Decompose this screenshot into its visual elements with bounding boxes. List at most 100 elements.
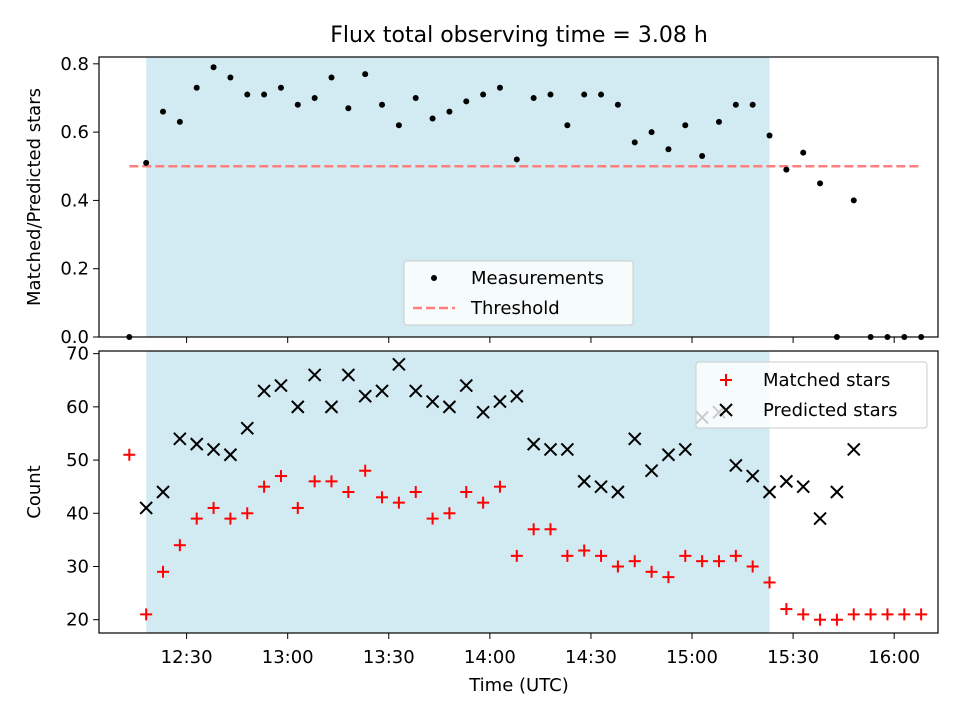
predicted-star-point: [594, 479, 608, 494]
measurement-point: [715, 118, 722, 125]
matched-star-point: [847, 608, 860, 621]
matched-star-point: [426, 512, 439, 525]
predicted-star-stroke: [409, 384, 423, 398]
predicted-star-point: [813, 511, 827, 526]
predicted-star-point: [409, 384, 423, 398]
matched-star-point: [493, 480, 506, 493]
predicted-star-stroke: [459, 378, 473, 393]
predicted-star-point: [796, 479, 810, 494]
predicted-star-stroke: [628, 432, 642, 446]
predicted-star-point: [745, 469, 760, 483]
legend-predicted-label: Predicted stars: [763, 400, 897, 421]
predicted-star-point: [661, 448, 676, 462]
predicted-star-stroke: [240, 421, 254, 435]
predicted-star-point: [257, 384, 271, 398]
matched-star-point: [173, 539, 186, 552]
matched-star-point: [123, 448, 136, 461]
bottom-legend-box: [695, 361, 928, 429]
predicted-star-point: [341, 368, 356, 382]
bottom-legend: Matched stars Predicted stars: [695, 361, 928, 429]
predicted-star-point: [644, 464, 659, 478]
measurement-point: [564, 122, 571, 129]
measurement-point: [783, 166, 790, 173]
matched-star-point: [291, 501, 304, 514]
predicted-star-stroke: [223, 448, 238, 462]
predicted-star-stroke: [762, 485, 777, 499]
legend-matched-label: Matched stars: [763, 370, 890, 391]
predicted-star-point: [206, 442, 221, 457]
predicted-star-stroke: [779, 474, 794, 489]
predicted-star-stroke: [796, 479, 810, 494]
matched-star-point: [409, 486, 422, 498]
predicted-star-stroke: [745, 469, 760, 483]
top-legend-box: [403, 260, 634, 326]
xtick-label: 14:30: [565, 647, 617, 668]
measurement-point: [766, 132, 773, 139]
xtick-label: 14:00: [464, 647, 516, 668]
predicted-star-point: [678, 442, 692, 457]
predicted-star-point: [847, 442, 861, 457]
top-ylabel: Matched/Predicted stars: [24, 88, 45, 306]
matched-star-point: [797, 608, 810, 621]
predicted-star-stroke: [341, 368, 356, 382]
measurement-point: [614, 101, 621, 108]
predicted-star-stroke: [813, 511, 827, 526]
matched-star-point: [140, 608, 153, 621]
matched-star-point: [443, 507, 456, 520]
matched-star-point: [258, 480, 271, 493]
measurement-point: [294, 101, 301, 108]
predicted-star-stroke: [729, 458, 743, 473]
predicted-star-stroke: [510, 389, 524, 403]
measurement-point: [581, 91, 588, 98]
measurement-point: [749, 101, 756, 108]
measurement-point: [244, 91, 251, 98]
measurement-point: [665, 146, 672, 153]
matched-star-point: [308, 475, 321, 488]
predicted-star-point: [762, 485, 777, 499]
top-legend: Measurements Threshold: [403, 260, 634, 326]
predicted-star-stroke: [560, 442, 575, 457]
predicted-star-point: [156, 485, 170, 499]
measurement-point: [362, 71, 369, 78]
predicted-star-stroke: [173, 432, 187, 446]
matched-star-point: [376, 491, 389, 504]
predicted-star-point: [729, 458, 743, 473]
legend-matched-marker: [720, 374, 732, 386]
bottom-shaded-span: [146, 351, 770, 633]
measurement-point: [160, 108, 167, 115]
matched-star-point: [814, 613, 827, 626]
legend-threshold-label: Threshold: [470, 298, 560, 319]
predicted-star-point: [560, 442, 575, 457]
measurement-point: [513, 156, 520, 163]
predicted-star-point: [274, 378, 288, 393]
legend-measurements-label: Measurements: [471, 268, 604, 289]
top-ytick-label: 0.4: [60, 190, 89, 211]
matched-star-point: [628, 555, 641, 568]
predicted-star-point: [173, 432, 187, 446]
measurement-point: [547, 91, 554, 98]
predicted-star-stroke: [257, 384, 271, 398]
matched-star-point: [864, 608, 877, 621]
matched-star-point: [830, 613, 843, 626]
bottom-ytick-label: 30: [66, 556, 89, 577]
matched-star-point: [325, 475, 338, 488]
matched-star-point: [342, 486, 355, 498]
predicted-star-point: [442, 400, 457, 414]
matched-star-point: [477, 496, 490, 509]
predicted-star-point: [611, 485, 625, 499]
matched-star-point: [645, 565, 658, 578]
xtick-label: 16:00: [868, 647, 920, 668]
xtick-label: 15:30: [767, 647, 819, 668]
matched-star-point: [712, 555, 725, 568]
predicted-star-stroke: [543, 442, 558, 457]
predicted-star-stroke: [425, 394, 440, 409]
predicted-star-stroke: [442, 400, 457, 414]
top-ytick-label: 0.6: [60, 122, 89, 143]
measurement-point: [227, 74, 234, 81]
predicted-star-point: [223, 448, 238, 462]
measurement-point: [463, 98, 470, 105]
measurement-point: [699, 153, 706, 160]
measurement-point: [732, 101, 739, 108]
bottom-axes-frame: [98, 350, 939, 634]
